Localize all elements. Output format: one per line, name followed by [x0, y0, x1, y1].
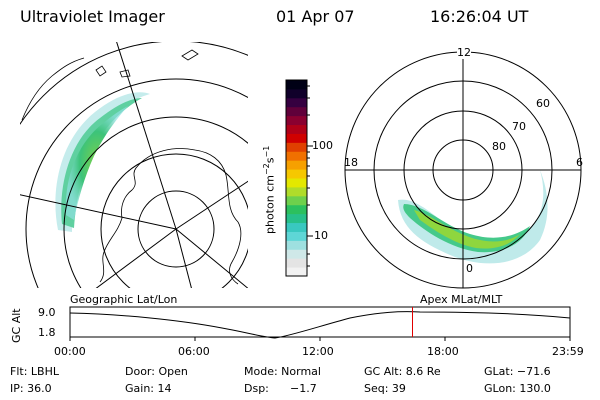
- colorbar-unit-exp1: −2: [262, 163, 271, 176]
- colorbar-segment: [286, 97, 307, 108]
- xtick-0000: 00:00: [54, 345, 86, 358]
- xtick-1200: 12:00: [302, 345, 334, 358]
- mlat-label-60: 60: [536, 97, 550, 110]
- status-glon: GLon: 130.0: [484, 382, 551, 395]
- colorbar-tick-10: 10: [314, 229, 328, 242]
- colorbar-segment: [286, 169, 307, 179]
- status-dsp-value: −1.7: [290, 382, 317, 395]
- colorbar-segment: [286, 106, 307, 117]
- mlt-label-18: 18: [344, 156, 358, 169]
- status-door: Door: Open: [125, 365, 188, 378]
- altitude-ymax: 9.0: [38, 306, 56, 319]
- colorbar-segment: [286, 186, 307, 197]
- altitude-plot: [69, 306, 571, 341]
- colorbar-segment: [286, 213, 307, 224]
- status-gc-alt: GC Alt: 8.6 Re: [364, 365, 441, 378]
- colorbar-segment: [286, 88, 307, 99]
- colorbar-segment: [286, 258, 307, 268]
- geographic-label: Geographic Lat/Lon: [70, 293, 178, 306]
- status-seq: Seq: 39: [364, 382, 406, 395]
- colorbar-segment: [286, 160, 307, 170]
- instrument-title: Ultraviolet Imager: [20, 7, 165, 26]
- xtick-1800: 18:00: [427, 345, 459, 358]
- status-mode: Mode: Normal: [244, 365, 321, 378]
- colorbar-segment: [286, 124, 307, 134]
- altitude-ylabel: GC Alt: [10, 308, 23, 343]
- altitude-curve: [69, 311, 571, 339]
- colorbar: [286, 80, 307, 277]
- colorbar-segment: [286, 133, 307, 143]
- colorbar-tick-100: 100: [312, 139, 333, 152]
- colorbar-segment: [286, 204, 307, 215]
- colorbar-segment: [286, 231, 307, 241]
- colorbar-segment: [286, 151, 307, 161]
- colorbar-segment: [286, 267, 307, 277]
- xtick-0600: 06:00: [178, 345, 210, 358]
- status-gain: Gain: 14: [125, 382, 172, 395]
- mlt-label-12: 12: [457, 46, 471, 59]
- apex-label: Apex MLat/MLT: [420, 293, 503, 306]
- colorbar-segment: [286, 80, 307, 90]
- mlat-label-80: 80: [492, 140, 506, 153]
- colorbar-segment: [286, 240, 307, 250]
- colorbar-unit-base: photon cm: [263, 175, 277, 234]
- colorbar-segment: [286, 178, 307, 188]
- aurora-oval-right: [398, 170, 548, 264]
- colorbar-unit-exp2: −1: [262, 145, 271, 158]
- xtick-2359: 23:59: [552, 345, 584, 358]
- colorbar-segment: [286, 222, 307, 232]
- colorbar-unit-mid: s: [263, 157, 277, 164]
- colorbar-segment: [286, 115, 307, 126]
- status-glat: GLat: −71.6: [484, 365, 551, 378]
- antarctica-coastline: [99, 148, 242, 285]
- colorbar-segment: [286, 249, 307, 259]
- status-filter: Flt: LBHL: [10, 365, 59, 378]
- colorbar-segment: [286, 195, 307, 206]
- altitude-ymin: 1.8: [38, 326, 56, 339]
- mlat-label-70: 70: [512, 120, 526, 133]
- status-ip: IP: 36.0: [10, 382, 52, 395]
- status-dsp-label: Dsp:: [244, 382, 269, 395]
- time-label: 16:26:04 UT: [430, 7, 529, 26]
- mlt-label-0: 0: [466, 262, 473, 275]
- geographic-map: [20, 42, 248, 288]
- mlt-label-6: 6: [576, 156, 583, 169]
- date-label: 01 Apr 07: [276, 7, 355, 26]
- colorbar-segment: [286, 142, 307, 152]
- apex-map: [344, 51, 582, 289]
